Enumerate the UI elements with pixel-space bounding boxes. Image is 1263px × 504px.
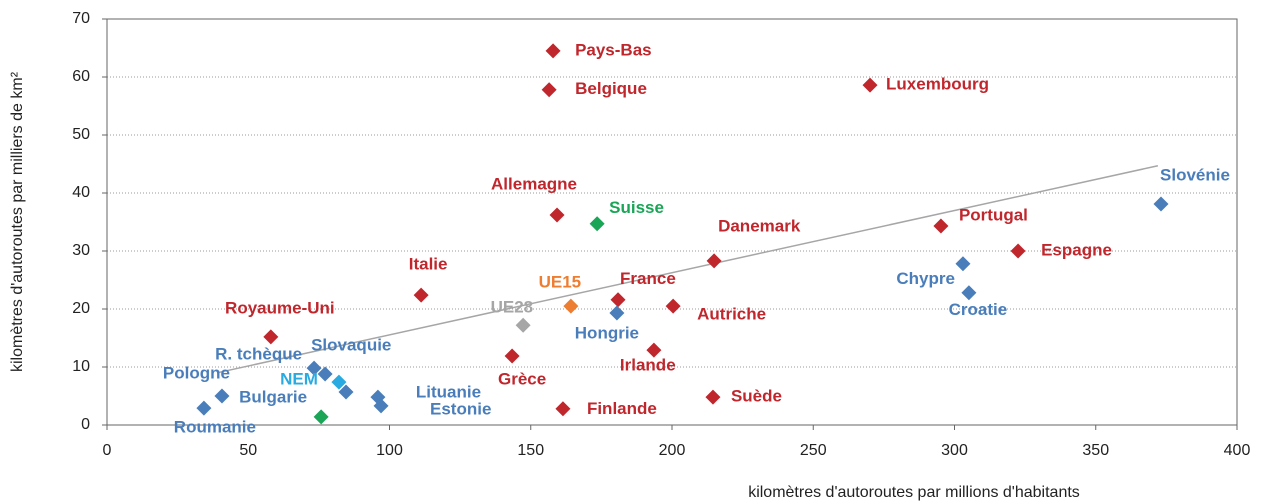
point (933, 218, 949, 234)
point-label: Autriche (697, 305, 766, 324)
x-tick-label: 350 (1082, 442, 1109, 459)
point (317, 366, 333, 382)
point-label: R. tchèque (215, 345, 302, 364)
y-tick-label: 20 (72, 300, 90, 317)
trendline (217, 165, 1159, 374)
point-label: Lituanie (416, 383, 481, 402)
point (214, 388, 230, 404)
y-tick-label: 70 (72, 10, 90, 27)
point-label: UE15 (539, 273, 582, 292)
point (1153, 196, 1169, 212)
point (413, 287, 429, 303)
point (306, 360, 322, 376)
point-label: Grèce (498, 369, 546, 388)
point-label: UE28 (491, 298, 534, 317)
point-label: Pologne (163, 363, 230, 382)
point-label: Belgique (575, 79, 647, 98)
point (263, 329, 279, 345)
y-tick-label: 0 (81, 416, 90, 433)
point-label: Italie (409, 255, 448, 274)
x-tick-label: 200 (659, 442, 686, 459)
point-label: Espagne (1041, 240, 1112, 259)
plot-frame (106, 18, 1238, 426)
point-label: Roumanie (174, 418, 256, 437)
point (541, 82, 557, 98)
point-label: Estonie (430, 399, 491, 418)
point (373, 398, 389, 414)
point-label: Chypre (896, 269, 955, 288)
point (563, 298, 579, 314)
x-axis-title: kilomètres d'autoroutes par millions d'h… (748, 484, 1080, 501)
point (331, 374, 347, 390)
point-label: NEM (280, 370, 318, 389)
y-tick-label: 40 (72, 184, 90, 201)
point (545, 43, 561, 59)
point (196, 400, 212, 416)
point (862, 77, 878, 93)
point (955, 256, 971, 272)
y-tick-label: 50 (72, 126, 90, 143)
point-label: Royaume-Uni (225, 298, 335, 317)
point (609, 305, 625, 321)
point-label: Croatie (949, 300, 1008, 319)
point (706, 253, 722, 269)
x-tick-label: 400 (1224, 442, 1251, 459)
point (589, 216, 605, 232)
point (515, 317, 531, 333)
point-label: Slovénie (1160, 166, 1230, 185)
point (504, 348, 520, 364)
point-label: Pays-Bas (575, 40, 652, 59)
point (549, 207, 565, 223)
point (705, 389, 721, 405)
point-label: Danemark (718, 216, 801, 235)
x-tick-label: 300 (941, 442, 968, 459)
x-tick-label: 0 (103, 442, 112, 459)
point (610, 292, 626, 308)
point (1010, 243, 1026, 259)
point (313, 409, 329, 425)
point-label: Bulgarie (239, 387, 307, 406)
x-tick-label: 250 (800, 442, 827, 459)
point (665, 298, 681, 314)
y-tick-label: 10 (72, 358, 90, 375)
point-label: Suisse (609, 198, 664, 217)
point-label: Portugal (959, 206, 1028, 225)
point-label: Slovaquie (311, 335, 391, 354)
point-label: Luxembourg (886, 75, 989, 94)
x-tick-label: 50 (239, 442, 257, 459)
point-label: Suède (731, 387, 782, 406)
x-tick-label: 100 (376, 442, 403, 459)
point-label: France (620, 269, 676, 288)
point (555, 401, 571, 417)
point-label: Irlande (620, 356, 676, 375)
y-tick-label: 30 (72, 242, 90, 259)
x-tick-label: 150 (517, 442, 544, 459)
point (338, 384, 354, 400)
point (961, 285, 977, 301)
point (646, 342, 662, 358)
y-axis-title: kilomètres d'autoroutes par milliers de … (9, 71, 26, 372)
point-label: Allemagne (491, 175, 577, 194)
y-tick-label: 60 (72, 68, 90, 85)
point-label: Hongrie (575, 324, 639, 343)
point-label: Finlande (587, 399, 657, 418)
